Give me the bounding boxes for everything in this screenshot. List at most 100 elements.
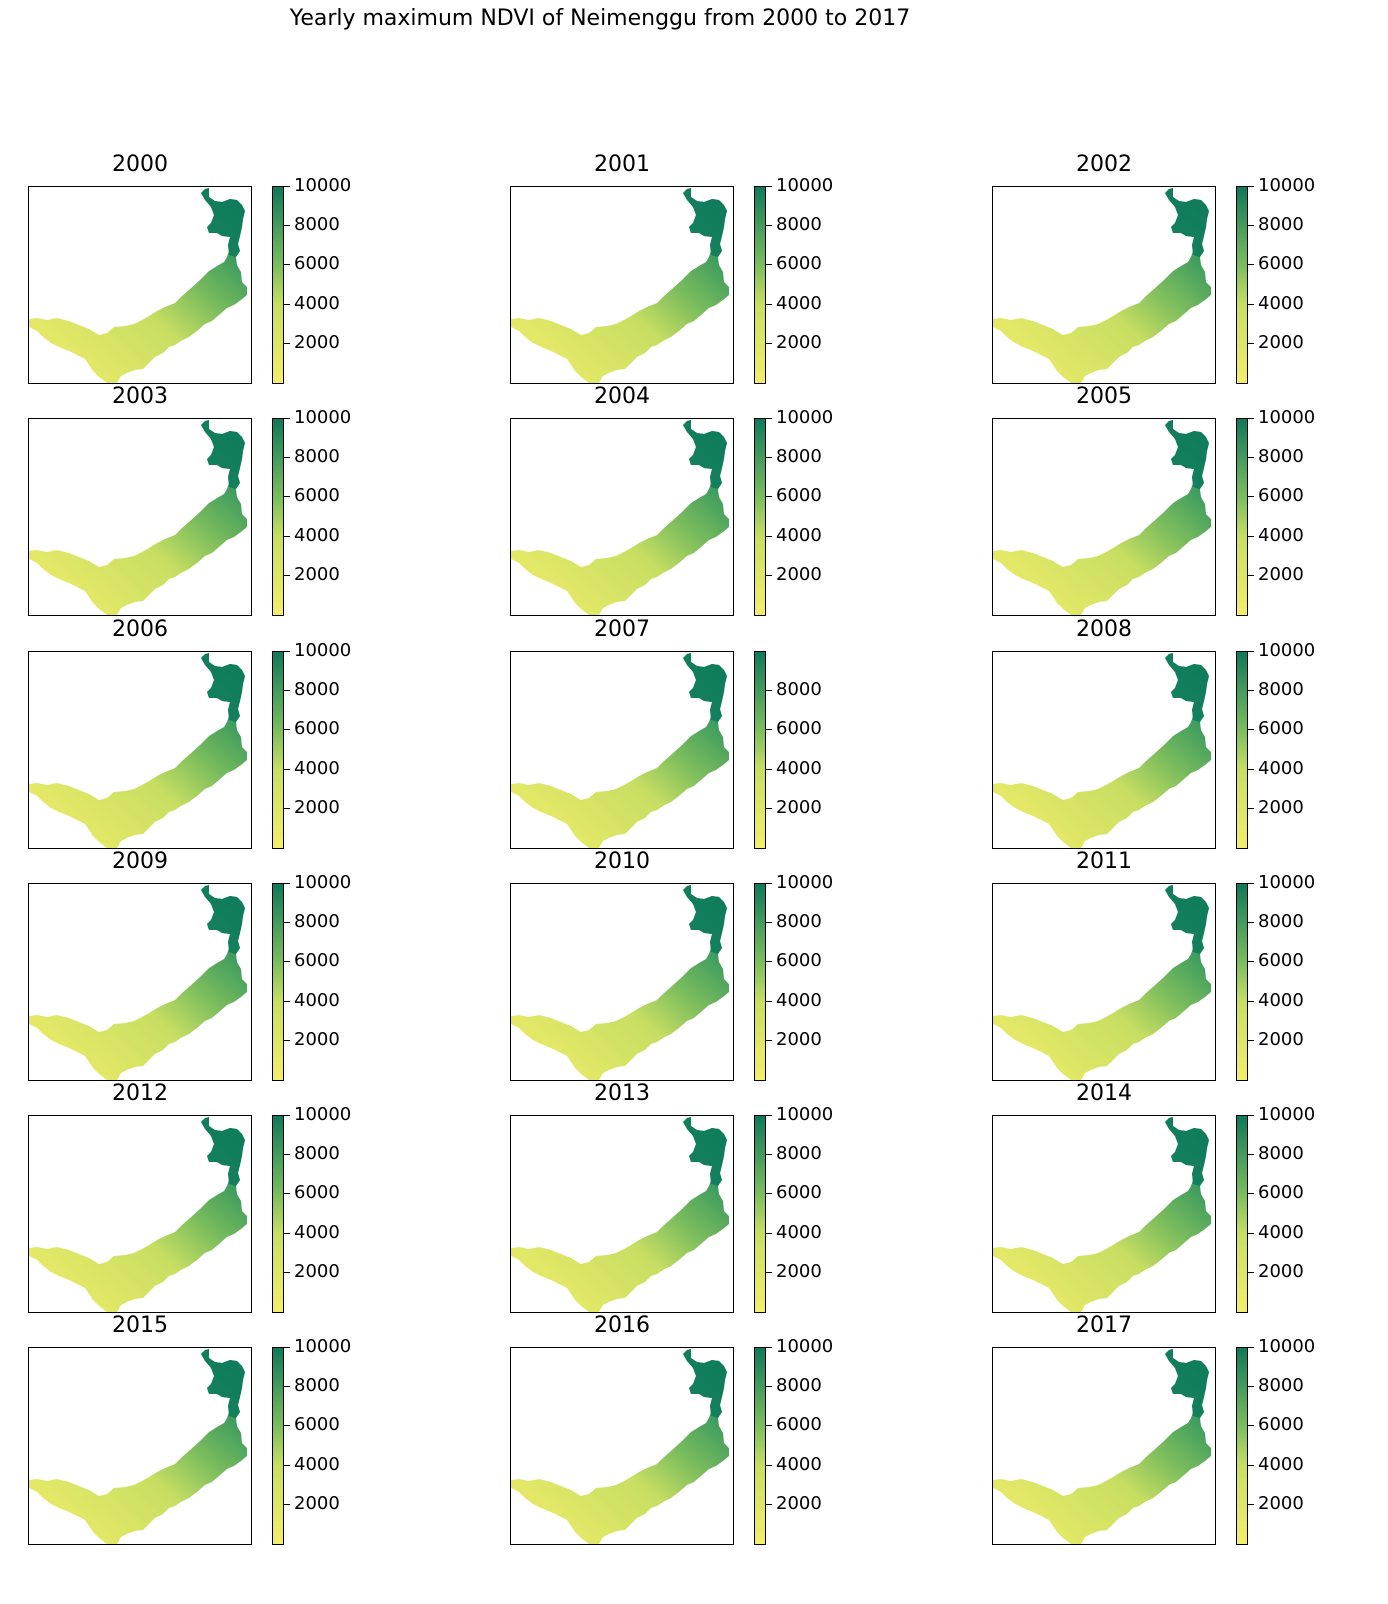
colorbar-tick [1248,535,1254,537]
panel-title: 2001 [594,152,650,177]
map-axes [510,418,734,616]
colorbar-tick-label: 4000 [294,1453,340,1475]
colorbar-tick-label: 2000 [1258,1260,1304,1282]
panel-title: 2009 [112,849,168,874]
forest-zone [1165,1117,1209,1186]
ndvi-map [993,1349,1211,1544]
panel-title: 2016 [594,1313,650,1338]
colorbar-tick-label: 2000 [776,331,822,353]
colorbar-tick-label: 8000 [776,1143,822,1165]
panel-title: 2000 [112,152,168,177]
colorbar-tick [284,1154,290,1156]
colorbar-tick-label: 10000 [776,407,834,428]
ndvi-map [29,1349,247,1544]
colorbar [754,883,766,1081]
map-axes [510,651,734,849]
colorbar-tick-label: 6000 [294,253,340,275]
colorbar-tick-label: 6000 [1258,950,1304,972]
colorbar-tick [284,922,290,924]
colorbar-tick-label: 6000 [1258,485,1304,507]
figure-title: Yearly maximum NDVI of Neimenggu from 20… [289,6,911,31]
colorbar [272,1347,284,1545]
colorbar-tick-label: 6000 [294,1414,340,1436]
ndvi-map [993,653,1211,848]
colorbar-tick [284,186,290,187]
forest-zone [201,1117,245,1186]
colorbar-tick-label: 10000 [294,1104,352,1125]
colorbar-tick-label: 10000 [294,175,352,196]
colorbar-tick [284,1386,290,1388]
colorbar-tick [284,457,290,459]
colorbar-tick [284,807,290,809]
colorbar-tick [1248,1115,1254,1116]
colorbar-tick-label: 4000 [776,757,822,779]
region-shape [29,885,247,1080]
colorbar-tick [284,1000,290,1002]
colorbar-tick-label: 8000 [776,214,822,236]
colorbar-tick [284,225,290,227]
region-shape [511,653,729,848]
colorbar-tick-label: 6000 [1258,1414,1304,1436]
colorbar-tick-label: 10000 [1258,1336,1316,1357]
colorbar-tick [766,690,772,692]
ndvi-map [29,653,247,848]
colorbar-tick [1248,961,1254,963]
map-axes [992,1347,1216,1545]
colorbar-tick-label: 4000 [776,989,822,1011]
ndvi-map [511,420,729,615]
forest-zone [201,1349,245,1418]
forest-zone [683,420,727,489]
colorbar-tick-label: 8000 [1258,214,1304,236]
colorbar [1236,1347,1248,1545]
ndvi-map [511,653,729,848]
colorbar-tick-label: 2000 [294,331,340,353]
colorbar-tick [766,342,772,344]
colorbar-tick [766,225,772,227]
colorbar-tick-label: 8000 [1258,911,1304,933]
region-shape [993,420,1211,615]
colorbar-tick [1248,303,1254,305]
colorbar-tick [284,651,290,652]
colorbar-tick-label: 10000 [1258,175,1316,196]
colorbar-tick [1248,1154,1254,1156]
colorbar-tick [1248,418,1254,419]
colorbar-tick [284,418,290,419]
colorbar-tick [1248,1464,1254,1466]
colorbar-tick-label: 10000 [294,1336,352,1357]
region-shape [511,188,729,383]
panel-title: 2004 [594,384,650,409]
colorbar [754,651,766,849]
colorbar-tick [1248,883,1254,884]
colorbar-tick-label: 4000 [294,524,340,546]
colorbar-tick-label: 10000 [1258,1104,1316,1125]
colorbar-tick-label: 8000 [1258,1143,1304,1165]
ndvi-map [993,188,1211,383]
colorbar-tick-label: 8000 [776,679,822,701]
colorbar-tick-label: 10000 [776,872,834,893]
colorbar-tick [284,1115,290,1116]
ndvi-map [511,885,729,1080]
forest-zone [1165,188,1209,257]
map-axes [510,186,734,384]
colorbar-tick [284,1347,290,1348]
ndvi-map [29,420,247,615]
colorbar-tick [1248,225,1254,227]
colorbar-tick [1248,768,1254,770]
region-shape [29,653,247,848]
panel-title: 2015 [112,1313,168,1338]
colorbar-tick-label: 10000 [1258,640,1316,661]
colorbar [754,1115,766,1313]
panel-title: 2008 [1076,617,1132,642]
colorbar-tick-label: 8000 [294,446,340,468]
colorbar-tick [766,303,772,305]
colorbar-tick [284,690,290,692]
ndvi-map [993,420,1211,615]
map-axes [510,1347,734,1545]
colorbar-tick [1248,1193,1254,1195]
colorbar-tick-label: 8000 [294,1375,340,1397]
colorbar-tick-label: 6000 [776,253,822,275]
colorbar-tick [284,1039,290,1041]
colorbar-tick [766,1503,772,1505]
map-axes [510,883,734,1081]
colorbar-tick [284,1271,290,1273]
